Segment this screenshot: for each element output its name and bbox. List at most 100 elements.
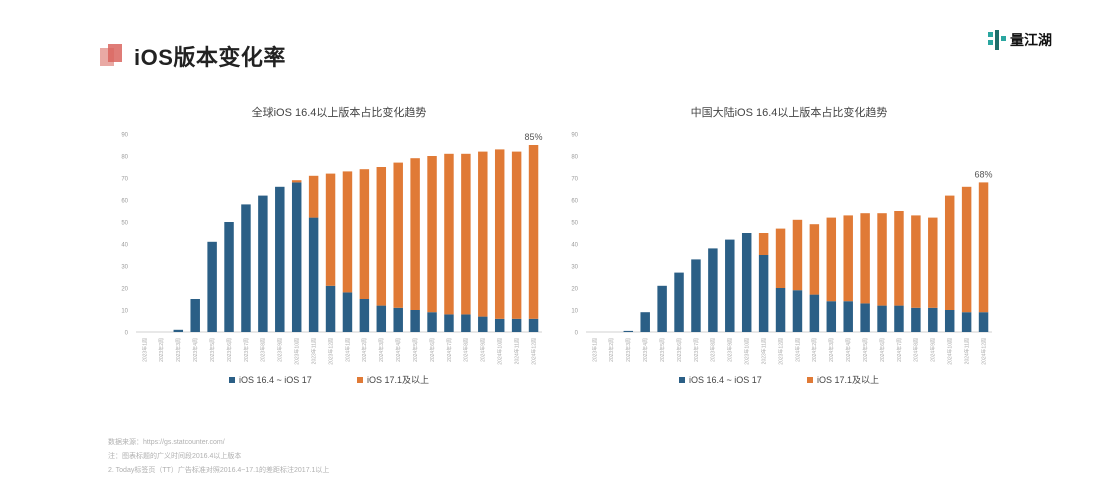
bar-segment-series1 — [860, 303, 870, 332]
brand-name: 量江湖 — [1010, 32, 1052, 48]
x-tick-label: 2023年3周 — [175, 338, 182, 362]
bar-segment-series1 — [911, 307, 921, 332]
bar-segment-series1 — [894, 305, 904, 332]
x-tick-label: 2023年10周 — [294, 338, 301, 365]
y-tick-label: 20 — [571, 287, 578, 293]
legend-swatch-series2 — [357, 377, 363, 383]
footnote-source: 数据来源：https://gs.statcounter.com/ — [108, 439, 225, 446]
x-tick-label: 2023年5周 — [659, 338, 666, 362]
bar-segment-series2 — [342, 171, 353, 293]
bar-segment-series2 — [528, 145, 539, 319]
bar-segment-series1 — [291, 182, 302, 332]
x-tick-label: 2024年4周 — [395, 338, 402, 362]
y-tick-label: 0 — [125, 331, 129, 337]
bar-segment-series1 — [657, 285, 667, 332]
legend-label-series1: iOS 16.4 ~ iOS 17 — [239, 375, 312, 385]
x-tick-label: 2023年9周 — [277, 338, 284, 362]
y-tick-label: 60 — [121, 199, 128, 205]
bar-segment-series1 — [511, 318, 522, 332]
bar-segment-series2 — [894, 211, 904, 306]
bar-segment-series1 — [877, 305, 887, 332]
x-tick-label: 2024年9周 — [480, 338, 487, 362]
bar-segment-series2 — [928, 217, 938, 308]
x-tick-label: 2023年4周 — [192, 338, 199, 362]
x-tick-label: 2023年11周 — [760, 338, 767, 364]
x-tick-label: 2023年6周 — [226, 338, 233, 362]
bar-segment-series2 — [427, 156, 437, 313]
y-tick-label: 50 — [571, 221, 578, 227]
bar-segment-series2 — [877, 213, 887, 306]
bar-segment-series1 — [376, 305, 387, 332]
bar-segment-series1 — [410, 310, 420, 332]
x-tick-label: 2023年9周 — [727, 338, 734, 362]
bar-segment-series2 — [792, 219, 803, 291]
brand-logo: 量江湖 — [988, 30, 1052, 50]
y-tick-label: 40 — [121, 243, 128, 249]
bar-segment-series1 — [961, 312, 972, 332]
bar-segment-series1 — [741, 233, 752, 332]
bar-segment-series1 — [224, 222, 234, 332]
bar-segment-series1 — [190, 299, 200, 332]
bar-segment-series2 — [944, 195, 955, 310]
bar-segment-series1 — [708, 248, 718, 332]
y-tick-label: 70 — [571, 177, 578, 183]
legend-swatch-series2 — [807, 377, 813, 383]
bar-segment-series2 — [809, 224, 820, 295]
bar-annotation: 85% — [525, 132, 543, 142]
y-tick-label: 70 — [121, 177, 128, 183]
bar-segment-series1 — [494, 318, 505, 332]
x-tick-label: 2023年4周 — [642, 338, 649, 362]
bar-segment-series1 — [826, 301, 837, 332]
bar-segment-series1 — [843, 301, 853, 332]
bar-segment-series1 — [623, 330, 634, 332]
page-title: iOS版本变化率 — [134, 45, 286, 70]
x-tick-label: 2023年5周 — [209, 338, 216, 362]
x-tick-label: 2023年11周 — [310, 338, 317, 364]
bar-segment-series2 — [511, 151, 522, 319]
x-tick-label: 2024年6周 — [429, 338, 436, 362]
bar-segment-series1 — [978, 312, 989, 332]
bar-segment-series1 — [758, 255, 769, 332]
bar-segment-series1 — [528, 318, 539, 332]
bar-segment-series1 — [258, 195, 268, 332]
bar-segment-series1 — [478, 316, 488, 332]
y-tick-label: 50 — [121, 221, 128, 227]
bar-segment-series1 — [241, 204, 251, 332]
x-tick-label: 2024年10周 — [497, 338, 504, 365]
page-header: iOS版本变化率 — [100, 38, 286, 74]
legend-swatch-series1 — [679, 377, 685, 383]
y-tick-label: 30 — [121, 265, 128, 271]
bar-segment-series2 — [494, 149, 505, 319]
x-tick-label: 2024年3周 — [378, 338, 385, 362]
y-tick-label: 40 — [571, 243, 578, 249]
legend-label-series1: iOS 16.4 ~ iOS 17 — [689, 375, 762, 385]
y-tick-label: 60 — [571, 199, 578, 205]
x-tick-label: 2024年2周 — [811, 338, 818, 362]
bar-segment-series2 — [961, 186, 972, 313]
x-tick-label: 2024年8周 — [913, 338, 920, 362]
x-tick-label: 2024年7周 — [896, 338, 903, 362]
chart-title: 全球iOS 16.4以上版本占比变化趋势 — [252, 105, 427, 119]
bar-segment-series2 — [911, 215, 921, 308]
bar-segment-series1 — [308, 217, 319, 332]
bar-segment-series1 — [461, 314, 471, 332]
y-tick-label: 20 — [121, 287, 128, 293]
x-tick-label: 2024年6周 — [879, 338, 886, 362]
bar-segment-series1 — [792, 290, 803, 332]
chart-title: 中国大陆iOS 16.4以上版本占比变化趋势 — [691, 105, 888, 119]
bar-segment-series1 — [944, 310, 955, 332]
bar-segment-series1 — [207, 241, 217, 332]
x-tick-label: 2024年1周 — [794, 338, 801, 362]
x-tick-label: 2023年8周 — [260, 338, 267, 362]
y-tick-label: 10 — [121, 309, 128, 315]
x-tick-label: 2024年7周 — [446, 338, 453, 362]
bar-segment-series1 — [325, 285, 336, 332]
x-tick-label: 2023年3周 — [625, 338, 632, 362]
bar-segment-series2 — [325, 173, 336, 286]
bar-segment-series1 — [427, 312, 437, 332]
x-tick-label: 2024年3周 — [828, 338, 835, 362]
x-tick-label: 2023年2周 — [608, 338, 615, 362]
bar-segment-series1 — [775, 288, 786, 332]
x-tick-label: 2023年2周 — [158, 338, 165, 362]
x-tick-label: 2024年4周 — [845, 338, 852, 362]
